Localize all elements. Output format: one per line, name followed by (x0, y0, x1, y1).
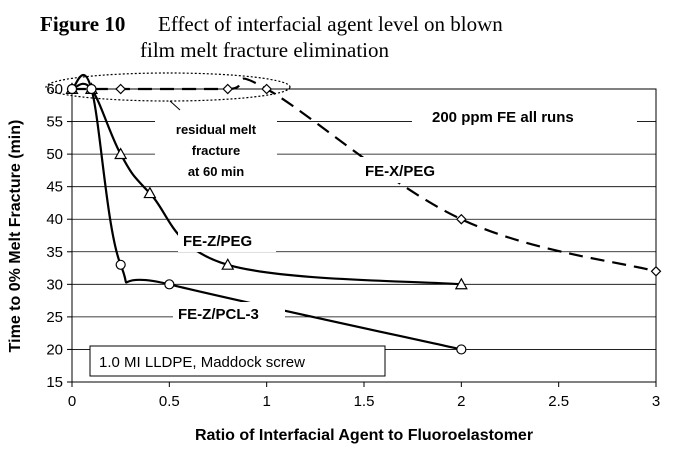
marker-diamond-0-2 (222, 83, 234, 95)
marker-triangle-1-5 (454, 277, 468, 290)
x-tick-label: 2.5 (548, 393, 569, 410)
ellipse-note-line-2: fracture (192, 143, 240, 158)
y-tick-label: 20 (46, 341, 63, 358)
series-line-1 (71, 82, 462, 286)
x-tick-label: 3 (652, 393, 660, 410)
x-tick-label: 1.5 (354, 393, 375, 410)
marker-diamond-0-5 (650, 265, 662, 277)
annotation-top-right-box (412, 100, 637, 132)
x-tick-label: 0 (68, 393, 76, 410)
y-tick-label: 25 (46, 309, 63, 326)
series-markers (65, 82, 662, 355)
y-tick-label: 55 (46, 114, 63, 131)
marker-triangle-1-2 (114, 147, 128, 160)
residual-melt-fracture-ellipse (45, 72, 291, 102)
marker-circle-2-0 (66, 83, 78, 95)
annotation-bottom-box (89, 345, 386, 377)
y-tick-label: 40 (46, 211, 63, 228)
annotation-bottom: 1.0 MI LLDPE, Maddock screw (99, 354, 305, 371)
series-label-fe-z-peg-bg (178, 228, 276, 252)
ellipse-note-line-1: residual melt (176, 122, 257, 137)
x-tick-label: 2 (457, 393, 465, 410)
x-axis-label: Ratio of Interfacial Agent to Fluoroelas… (195, 427, 533, 444)
marker-circle-2-3 (164, 279, 175, 290)
series-label-fe-x-peg-bg (358, 157, 458, 183)
series-label-fe-z-peg: FE-Z/PEG (183, 233, 252, 250)
y-tick-label: 30 (46, 276, 63, 293)
ellipse-note-line-3: at 60 min (188, 164, 244, 179)
y-tick-label: 35 (46, 244, 63, 261)
annotation-top-right: 200 ppm FE all runs (432, 109, 574, 126)
series-label-fe-z-pcl-3: FE-Z/PCL-3 (178, 306, 259, 323)
marker-circle-2-4 (456, 344, 467, 355)
chart-title-line-2: film melt fracture elimination (140, 38, 389, 62)
y-tick-label: 50 (46, 146, 63, 163)
x-axis-ticks: 0 0.5 1 1.5 2 2.5 3 (68, 382, 660, 410)
marker-circle-2-1 (86, 83, 97, 95)
marker-triangle-1-4 (221, 258, 235, 270)
x-tick-label: 1 (262, 393, 270, 410)
chart-title-line-1: Effect of interfacial agent level on blo… (158, 12, 503, 36)
marker-circle-2-2 (115, 259, 126, 270)
ellipse-note-background (155, 118, 277, 180)
marker-diamond-0-1 (115, 83, 127, 95)
y-tick-label: 15 (46, 374, 63, 391)
y-axis-label: Time to 0% Melt Fracture (min) (7, 120, 24, 353)
ellipse-pointer-line (169, 100, 181, 111)
figure-number: Figure 10 (40, 12, 125, 36)
series-label-fe-x-peg: FE-X/PEG (365, 163, 435, 180)
y-tick-label: 45 (46, 179, 63, 196)
x-tick-label: 0.5 (159, 393, 180, 410)
marker-diamond-0-3 (261, 83, 273, 95)
marker-diamond-0-4 (455, 213, 467, 225)
marker-triangle-1-3 (143, 186, 157, 199)
series-label-fe-z-pcl-bg (173, 302, 285, 326)
